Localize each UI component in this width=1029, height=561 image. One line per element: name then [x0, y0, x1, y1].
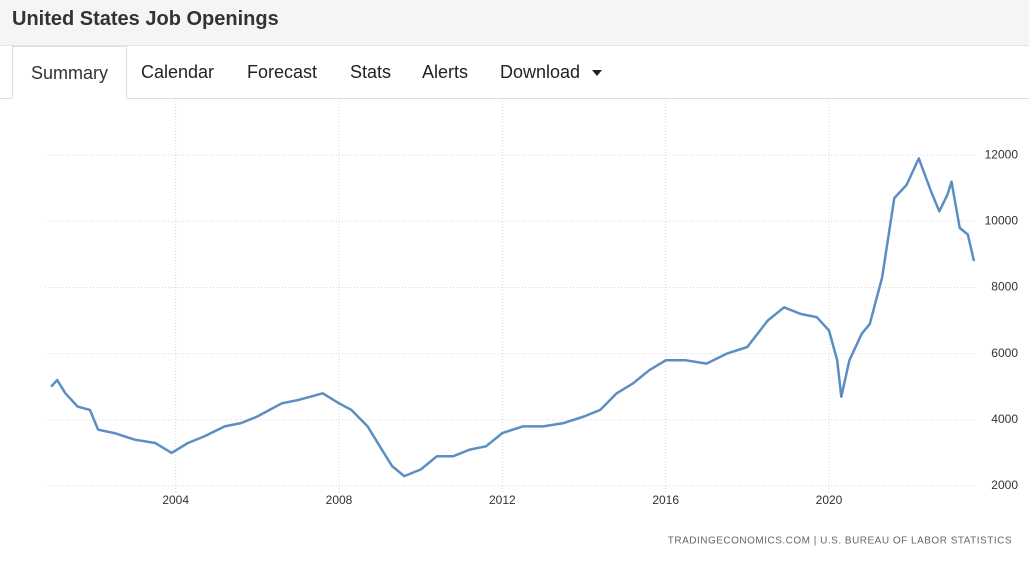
- page-title: United States Job Openings: [12, 8, 279, 30]
- y-tick-label: 8000: [991, 280, 1018, 294]
- tab[interactable]: Calendar: [123, 46, 232, 98]
- tab[interactable]: Download: [482, 46, 620, 98]
- x-tick-label: 2012: [489, 493, 516, 507]
- tab-bar: Summary Calendar Forecast Stats Alerts Downlo…: [0, 46, 1029, 99]
- y-tick-label: 4000: [991, 412, 1018, 426]
- data-line: [50, 157, 976, 478]
- tab-label: Stats: [350, 62, 392, 82]
- tab-label: Calendar: [141, 62, 215, 82]
- x-tick-label: 2004: [162, 493, 189, 507]
- tab[interactable]: Stats: [332, 46, 409, 98]
- tab-label: Alerts: [422, 62, 469, 82]
- tab[interactable]: Alerts: [404, 46, 486, 98]
- x-tick-label: 2016: [652, 493, 679, 507]
- tab-label: Summary: [31, 63, 109, 83]
- x-tick-label: 2008: [326, 493, 353, 507]
- x-tick-label: 2020: [816, 493, 843, 507]
- y-tick-label: 12000: [985, 147, 1019, 161]
- tab[interactable]: Forecast: [229, 46, 335, 98]
- tab-label: Download: [500, 62, 581, 82]
- tab[interactable]: Summary: [12, 46, 128, 99]
- header: United States Job Openings: [0, 0, 1029, 46]
- source-note: TRADINGECONOMICS.COM | U.S. BUREAU OF LA…: [668, 536, 1012, 547]
- dropdown-caret: [592, 70, 603, 77]
- tab-label: Forecast: [247, 62, 318, 82]
- y-tick-label: 2000: [991, 478, 1018, 492]
- chart: 2000 4000 6000 8000 10000 12000 2004 2008 2012 20…: [45, 98, 1019, 547]
- y-tick-label: 10000: [985, 213, 1019, 227]
- y-tick-label: 6000: [991, 346, 1018, 360]
